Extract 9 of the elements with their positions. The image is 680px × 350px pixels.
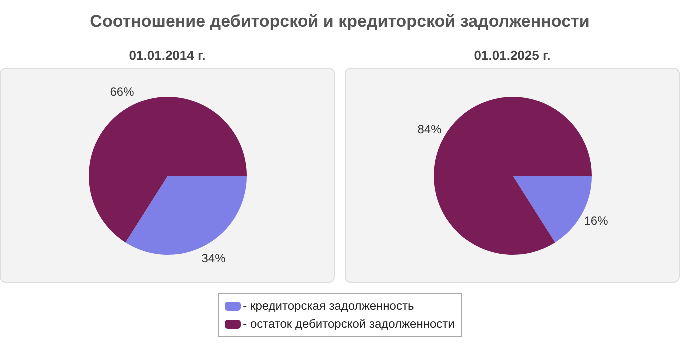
chart-subtitle: 01.01.2014 г. [129,47,206,65]
chart-subtitle: 01.01.2025 г. [474,47,551,65]
data-label: 34% [201,251,226,266]
chart-title: Соотношение дебиторской и кредиторской задолженности [89,11,591,33]
data-label: 84% [417,122,442,136]
legend-label: - кредиторская задолженность [243,299,414,313]
legend-label: - остаток дебиторской задолженности [243,317,455,331]
data-label: 16% [584,214,608,228]
data-label: 66% [110,84,134,99]
